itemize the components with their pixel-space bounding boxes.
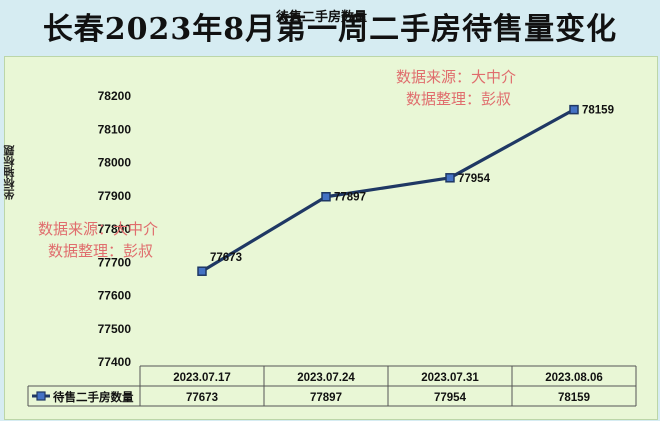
data-label: 77954: [458, 173, 491, 185]
banner-title: 长春2023年8月第一周二手房待售量变化: [42, 12, 618, 47]
table-value: 77897: [310, 392, 342, 404]
x-category-label: 2023.07.17: [173, 372, 231, 384]
data-table: 2023.07.17 2023.07.24 2023.07.31 2023.08.06…: [27, 365, 637, 407]
y-tick-label: 77700: [98, 255, 132, 269]
watermark-source: 数据来源：大中介: [38, 220, 158, 238]
chart-title: 待售二手房数量: [276, 10, 368, 25]
data-point: [445, 173, 455, 183]
data-label: 77897: [334, 192, 366, 204]
watermark-editor: 数据整理：彭叔: [406, 90, 511, 108]
x-category-label: 2023.07.24: [297, 372, 355, 384]
y-tick-label: 77800: [98, 222, 132, 236]
y-tick-label: 78200: [98, 89, 132, 103]
watermark-editor: 数据整理：彭叔: [48, 242, 153, 260]
legend-marker-icon: [36, 391, 46, 401]
series-line-group: [197, 104, 579, 276]
series-line: [201, 108, 575, 273]
table-value: 77954: [434, 392, 467, 404]
y-tick-label: 77500: [98, 322, 132, 336]
x-category-label: 2023.07.31: [421, 372, 479, 384]
data-point: [197, 266, 207, 276]
x-category-label: 2023.08.06: [545, 372, 603, 384]
watermark-source: 数据来源：大中介: [396, 68, 516, 86]
y-tick-label: 78100: [98, 122, 132, 136]
table-value: 77673: [186, 392, 218, 404]
banner: 长春2023年8月第一周二手房待售量变化: [0, 0, 660, 52]
y-tick-label: 77400: [98, 355, 132, 369]
data-label: 77673: [210, 252, 242, 264]
data-point: [321, 191, 331, 202]
data-labels: 77673 77897 77954 78159: [210, 105, 614, 265]
legend-series-name: 待售二手房数量: [53, 390, 134, 404]
chart-area: [4, 56, 658, 420]
y-tick-label: 77600: [98, 289, 132, 303]
table-value: 78159: [558, 392, 590, 404]
y-tick-label: 78000: [98, 156, 132, 170]
data-label: 78159: [582, 105, 614, 117]
y-axis-ticks: 77400 77500 77600 77700 77800 77900 78000 78100…: [98, 89, 132, 369]
y-tick-label: 77900: [98, 189, 132, 203]
data-point: [569, 104, 579, 115]
